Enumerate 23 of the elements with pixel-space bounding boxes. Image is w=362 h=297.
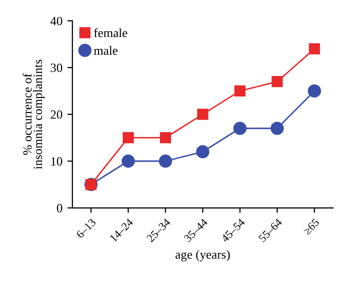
point bbox=[197, 108, 208, 120]
point bbox=[122, 154, 135, 168]
point bbox=[233, 122, 247, 135]
x-tick-label: ≥65 bbox=[302, 218, 320, 235]
y-axis-title: % occurrence of insomnia complanints bbox=[22, 60, 45, 170]
point bbox=[122, 132, 134, 144]
y-tick-label: 40 bbox=[50, 16, 62, 26]
x-tick-label: 6–13 bbox=[76, 218, 96, 239]
point bbox=[160, 132, 172, 144]
point bbox=[308, 43, 320, 54]
point bbox=[196, 145, 210, 158]
y-tick-label: 20 bbox=[50, 110, 62, 119]
legend-label: female bbox=[94, 28, 128, 38]
point bbox=[308, 84, 322, 98]
y-tick-label: 10 bbox=[51, 157, 62, 166]
point bbox=[234, 85, 246, 97]
y-tick-label: 0 bbox=[56, 204, 62, 212]
point bbox=[158, 154, 172, 168]
point bbox=[272, 76, 283, 88]
point bbox=[270, 122, 284, 135]
x-axis-title: age (years) bbox=[176, 250, 230, 262]
y-tick-label: 30 bbox=[50, 64, 62, 72]
legend-label: male bbox=[94, 46, 118, 55]
